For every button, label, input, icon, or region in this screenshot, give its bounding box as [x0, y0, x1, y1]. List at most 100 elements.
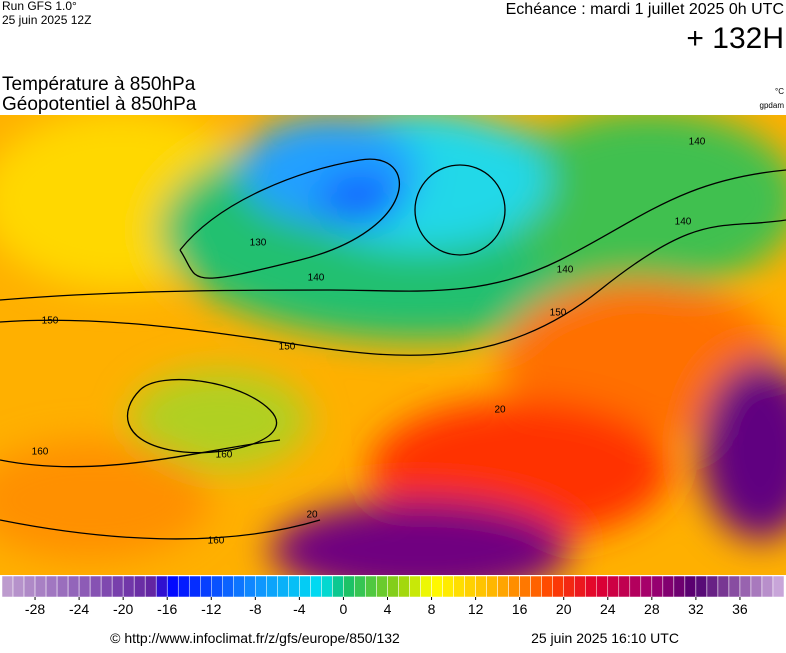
colorbar-swatch: [618, 575, 631, 598]
colorbar-tick-label: 32: [688, 601, 704, 617]
colorbar-swatch: [111, 575, 124, 598]
colorbar-tick-label: -24: [69, 601, 89, 617]
contour-label: 140: [689, 137, 706, 148]
colorbar-tick-label: -8: [249, 601, 262, 617]
colorbar-tick-label: -4: [293, 601, 306, 617]
colorbar-swatch: [23, 575, 36, 598]
contour-label: 20: [494, 405, 506, 416]
colorbar-tick-label: -28: [25, 601, 45, 617]
contour-label: 140: [308, 273, 325, 284]
colorbar-swatch: [552, 575, 564, 598]
contour-label: 140: [557, 265, 574, 276]
contour-label: 150: [42, 316, 59, 327]
colorbar-swatch: [255, 575, 267, 598]
colorbar-swatch: [717, 575, 730, 598]
colorbar-swatch: [519, 575, 531, 598]
colorbar-tick-label: 8: [428, 601, 436, 617]
colorbar-swatch: [398, 575, 410, 598]
contour-label: 140: [675, 217, 692, 228]
colorbar-swatch: [1, 575, 14, 598]
contour-label: 150: [279, 342, 296, 353]
generated-time: 25 juin 2025 16:10 UTC: [531, 630, 679, 646]
contour-labels: 150 150 140 140 140 140 150 130 160 160 160 20 20: [32, 137, 706, 547]
colorbar-tick-label: 24: [600, 601, 616, 617]
colorbar-swatch: [530, 575, 542, 598]
colorbar-swatch: [607, 575, 620, 598]
colorbar-swatch: [332, 575, 344, 598]
colorbar-swatch: [343, 575, 355, 598]
contour-label: 160: [208, 536, 225, 547]
colorbar-swatch: [750, 575, 763, 598]
colorbar-tick-label: -16: [157, 601, 177, 617]
colorbar-tick-label: 12: [468, 601, 484, 617]
run-label: Run GFS 1.0°: [2, 0, 77, 13]
source-credit: © http://www.infoclimat.fr/z/gfs/europe/…: [110, 630, 400, 646]
run-date: 25 juin 2025 12Z: [2, 13, 91, 27]
colorbar-swatch: [574, 575, 586, 598]
colorbar-swatch: [387, 575, 399, 598]
colorbar-swatch: [453, 575, 465, 598]
colorbar-swatch: [706, 575, 719, 598]
colorbar-swatch: [728, 575, 741, 598]
colorbar-swatch: [640, 575, 653, 598]
colorbar-swatch: [651, 575, 664, 598]
colorbar-swatch: [155, 575, 168, 598]
colorbar-swatch: [100, 575, 113, 598]
colorbar-swatch: [310, 575, 322, 598]
title: Température à 850hPa: [2, 74, 196, 95]
colorbar-swatch: [122, 575, 135, 598]
contour-label: 130: [250, 238, 267, 249]
colorbar-swatch: [365, 575, 377, 598]
colorbar-swatch: [222, 575, 234, 598]
colorbar-swatch: [200, 575, 212, 598]
colorbar-swatch: [233, 575, 245, 598]
colorbar-tick-label: 36: [732, 601, 748, 617]
colorbar-tick-label: 28: [644, 601, 660, 617]
colorbar-swatch: [629, 575, 642, 598]
colorbar-swatch: [321, 575, 333, 598]
colorbar-swatch: [188, 575, 201, 598]
colorbar-tick-label: -12: [201, 601, 221, 617]
colorbar-swatch: [211, 575, 223, 598]
colorbar-swatch: [56, 575, 69, 598]
colorbar-swatch: [486, 575, 498, 598]
colorbar-swatch: [244, 575, 256, 598]
colorbar-swatch: [464, 575, 476, 598]
colorbar-swatch: [508, 575, 520, 598]
colorbar-swatch: [431, 575, 443, 598]
colorbar-swatch: [497, 575, 509, 598]
contour-label: 160: [32, 447, 49, 458]
colorbar-swatch: [563, 575, 575, 598]
unit: gpdam: [760, 101, 785, 110]
colorbar-tick-label: 0: [340, 601, 348, 617]
colorbar-swatch: [277, 575, 289, 598]
colorbar-swatch: [67, 575, 80, 598]
colorbar-swatch: [78, 575, 91, 598]
colorbar-swatch: [12, 575, 25, 598]
colorbar-swatch: [695, 575, 708, 598]
contour-label: 20: [306, 510, 318, 521]
colorbar-swatch: [45, 575, 58, 598]
map: [0, 115, 786, 575]
colorbar-swatch: [288, 575, 300, 598]
colorbar-swatch: [442, 575, 454, 598]
colorbar-swatch: [739, 575, 752, 598]
colorbar-swatch: [475, 575, 487, 598]
colorbar-tick-label: 16: [512, 601, 528, 617]
colorbar-swatch: [144, 575, 157, 598]
colorbar-tick-label: -20: [113, 601, 133, 617]
colorbar-swatch: [585, 575, 598, 598]
colorbar-swatch: [299, 575, 311, 598]
colorbar-tick-label: 20: [556, 601, 572, 617]
colorbar-swatch: [409, 575, 421, 598]
colorbar-swatch: [354, 575, 366, 598]
unit: °C: [775, 87, 784, 96]
colorbar-swatch: [541, 575, 553, 598]
colorbar-swatch: [761, 575, 774, 598]
valid-time: Echéance : mardi 1 juillet 2025 0h UTC: [506, 1, 784, 18]
colorbar-swatch: [662, 575, 675, 598]
colorbar-swatch: [596, 575, 609, 598]
colorbar-swatch: [420, 575, 432, 598]
